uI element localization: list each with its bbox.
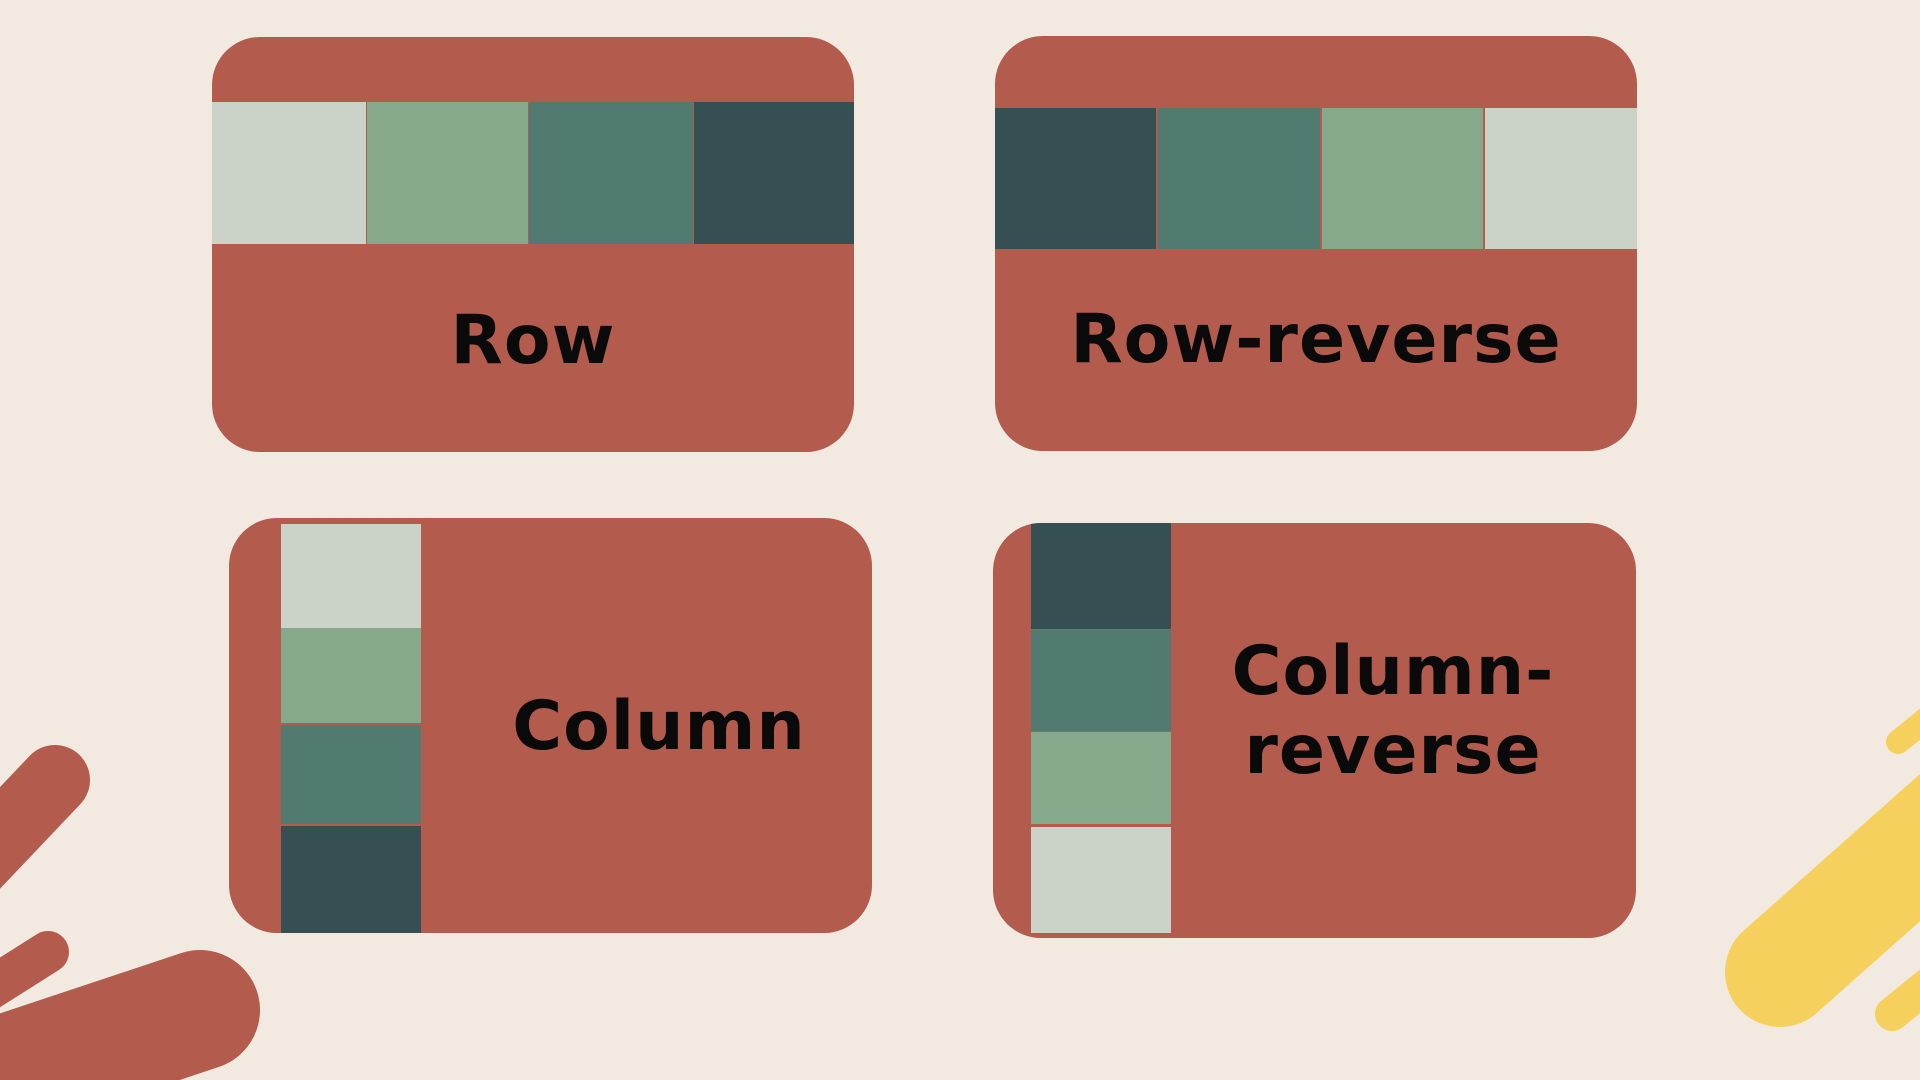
flex-column-card: Column bbox=[229, 518, 872, 933]
box-2 bbox=[1031, 732, 1171, 824]
box-1 bbox=[212, 102, 366, 244]
box-2 bbox=[1322, 108, 1483, 249]
red-stroke-mid-left bbox=[0, 931, 69, 1008]
box-4 bbox=[694, 102, 854, 244]
row-label: Row bbox=[450, 301, 616, 380]
column-label: Column bbox=[512, 687, 806, 766]
row-box-strip bbox=[212, 102, 854, 244]
red-stroke-upper-left bbox=[0, 745, 90, 889]
column-reverse-label-line-1: Column- bbox=[1231, 632, 1555, 711]
yellow-stroke-large bbox=[1725, 773, 1920, 1027]
flex-row-card: Row bbox=[212, 37, 854, 452]
box-3 bbox=[529, 102, 693, 244]
flex-row-reverse-card: Row-reverse bbox=[995, 36, 1637, 451]
box-1 bbox=[281, 524, 421, 628]
column-reverse-label-line-2: reverse bbox=[1244, 710, 1542, 790]
box-3 bbox=[281, 725, 421, 824]
box-3 bbox=[1031, 630, 1171, 731]
column-box-stack bbox=[281, 524, 421, 933]
box-2 bbox=[367, 102, 528, 244]
box-3 bbox=[1158, 108, 1320, 249]
box-4 bbox=[1031, 523, 1171, 629]
box-4 bbox=[281, 826, 421, 933]
box-1 bbox=[1031, 827, 1171, 933]
yellow-stroke-small-bottom bbox=[1875, 969, 1920, 1031]
yellow-stroke-small-top bbox=[1886, 708, 1920, 754]
box-4 bbox=[995, 108, 1156, 249]
flex-column-reverse-card: Column- reverse bbox=[993, 523, 1636, 938]
column-reverse-label: Column- reverse bbox=[1193, 632, 1593, 791]
box-2 bbox=[281, 628, 421, 723]
red-stroke-lower-left bbox=[0, 950, 260, 1080]
row-reverse-box-strip bbox=[995, 108, 1637, 249]
box-1 bbox=[1485, 108, 1637, 249]
row-reverse-label: Row-reverse bbox=[1070, 300, 1562, 379]
column-reverse-box-stack bbox=[1031, 523, 1171, 933]
